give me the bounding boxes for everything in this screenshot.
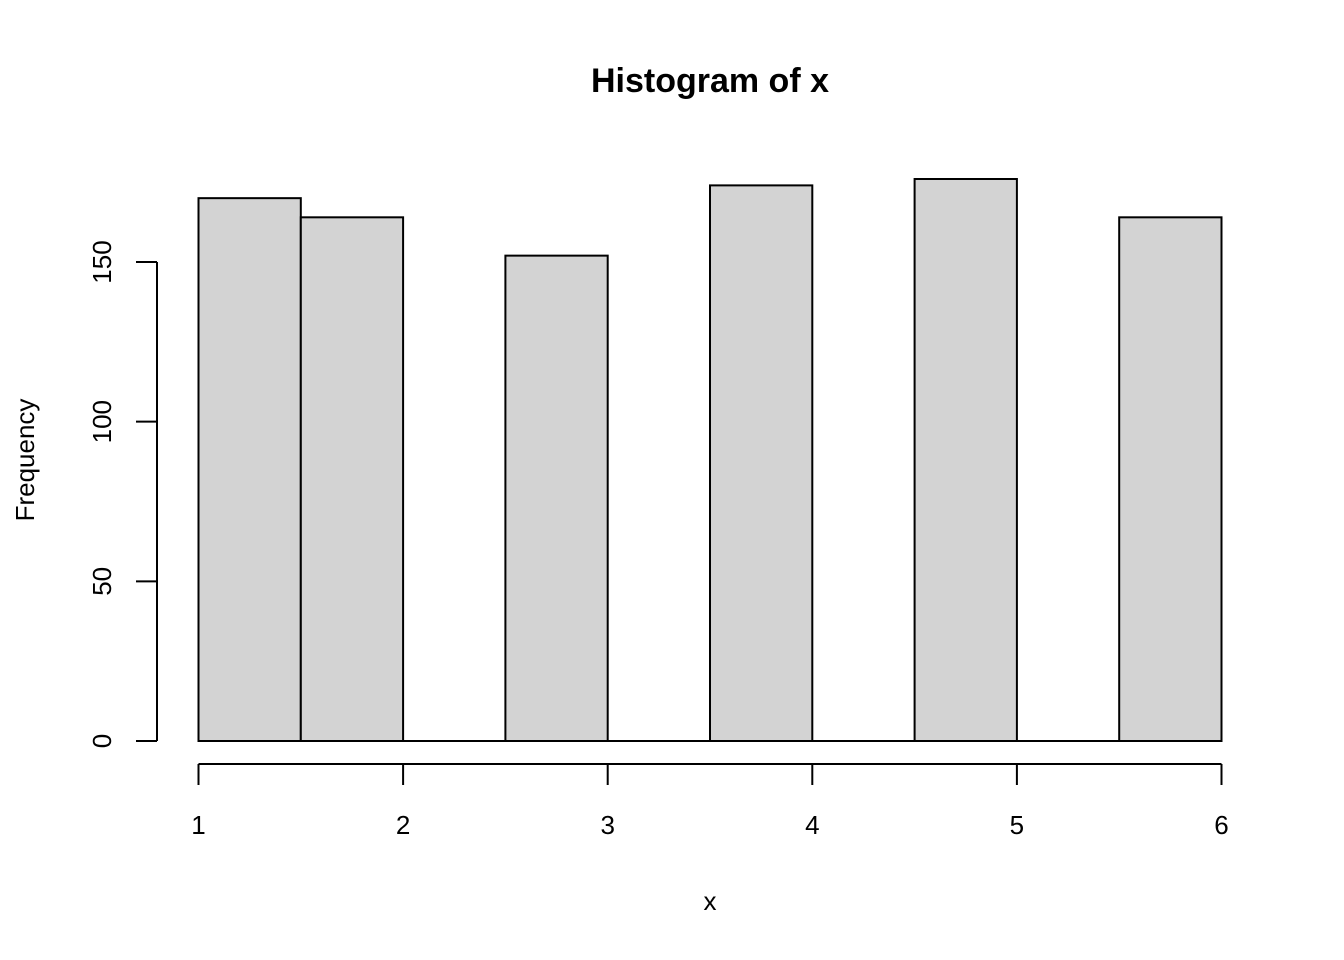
y-tick-label: 0: [87, 734, 117, 748]
y-tick-label: 50: [87, 567, 117, 596]
histogram-bar: [1118, 216, 1223, 742]
bars-group: [197, 178, 1223, 743]
x-axis-label: x: [704, 886, 717, 916]
x-tick-label: 1: [191, 810, 205, 840]
histogram-bar: [299, 216, 405, 742]
chart-title: Histogram of x: [591, 62, 829, 100]
y-axis-label: Frequency: [10, 399, 40, 522]
histogram-bar: [197, 197, 302, 742]
x-tick-label: 4: [805, 810, 819, 840]
y-tick-label: 150: [87, 240, 117, 283]
x-tick-label: 6: [1214, 810, 1228, 840]
x-tick-label: 2: [396, 810, 410, 840]
y-tick-label: 100: [87, 400, 117, 443]
histogram-bar: [504, 254, 609, 743]
x-tick-label: 3: [600, 810, 614, 840]
y-axis: 0 50 100 150: [87, 240, 158, 748]
histogram-bar: [913, 178, 1018, 742]
histogram-bar: [709, 184, 814, 743]
x-tick-label: 5: [1010, 810, 1024, 840]
x-axis: 1 2 3 4 5 6: [191, 763, 1229, 840]
